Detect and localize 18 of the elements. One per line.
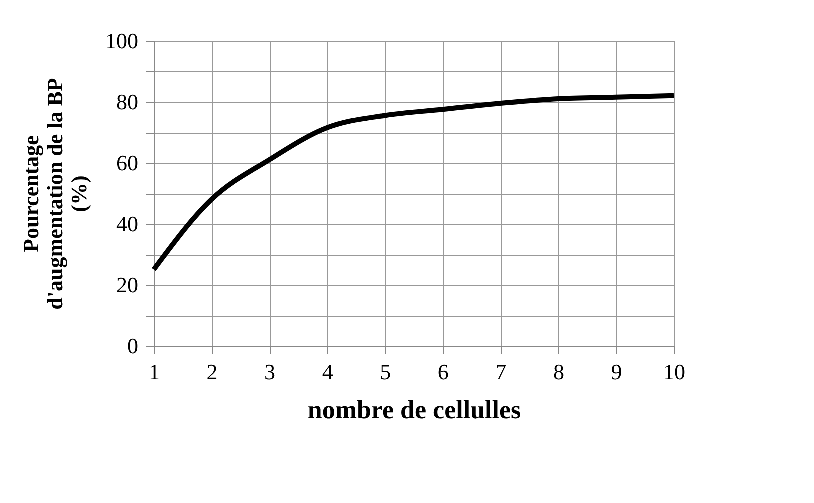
y-tick-label: 0 (128, 334, 138, 358)
y-tick-label: 80 (116, 90, 138, 114)
x-tick-label: 5 (380, 360, 392, 384)
y-tick-label: 100 (106, 28, 138, 54)
x-tick-label: 6 (438, 360, 449, 384)
x-axis-title: nombre de cellulles (308, 396, 522, 424)
x-tick-label: 2 (206, 360, 218, 384)
y-axis-title: Pourcentage d'augmentation de la BP (%) (18, 78, 92, 310)
x-tick-label: 1 (149, 360, 160, 384)
x-tick-label: 3 (264, 360, 276, 384)
y-tick-label: 60 (116, 150, 138, 176)
x-tick-label: 4 (322, 360, 334, 384)
x-tick-label: 10 (664, 360, 686, 384)
x-tick-label: 8 (553, 360, 564, 384)
y-tick-label: 40 (116, 212, 138, 236)
y-tick-label: 20 (116, 272, 138, 298)
x-tick-label: 7 (496, 360, 507, 384)
x-tick-label: 9 (611, 360, 622, 384)
